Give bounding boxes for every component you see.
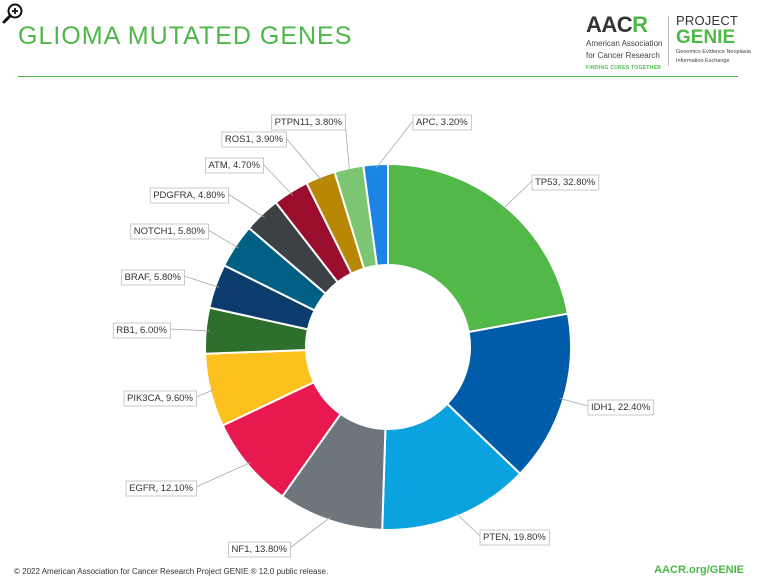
- slice-label-pik3ca: PIK3CA, 9.60%: [127, 393, 194, 404]
- donut-chart: TP53, 32.80% IDH1, 22.40% PTEN, 19.80% NF1,…: [112, 114, 655, 558]
- slice-label-notch1: NOTCH1, 5.80%: [134, 226, 206, 237]
- slice-label-box-nf1: [228, 541, 291, 558]
- slice-label-apc: APC, 3.20%: [416, 117, 468, 128]
- leader-line-ros1: [285, 137, 323, 181]
- leader-line-pik3ca: [195, 389, 215, 398]
- slice-label-box-rb1: [112, 322, 171, 339]
- slice-apc: [362, 162, 389, 267]
- logo-divider: [668, 16, 669, 66]
- page-title: GLIOMA MUTATED GENES: [18, 22, 353, 50]
- slice-label-box-egfr: [125, 480, 197, 497]
- slice-label-pten: PTEN, 19.80%: [483, 532, 546, 543]
- slice-label-box-apc: [412, 114, 472, 131]
- leader-line-tp53: [502, 180, 533, 210]
- slice-tp53: [387, 162, 570, 334]
- slice-label-ptpn11: PTPN11, 3.80%: [275, 117, 343, 128]
- copyright-text: © 2022 American Association for Cancer R…: [14, 567, 329, 576]
- slice-idh1: [445, 312, 572, 476]
- genie-logo: PROJECT GENIE Genomics Evidence Neoplasi…: [676, 13, 751, 65]
- leader-line-atm: [262, 163, 294, 196]
- slice-label-box-ros1: [221, 131, 287, 148]
- slice-label-box-atm: [205, 157, 264, 174]
- slice-label-box-pdgfra: [149, 187, 229, 204]
- aacr-line2: for Cancer Research: [586, 51, 660, 60]
- aacr-tagline: FINDING CURES TOGETHER: [586, 65, 662, 71]
- slice-label-atm: ATM, 4.70%: [208, 160, 260, 171]
- slice-label-box-pik3ca: [123, 390, 197, 407]
- leader-line-apc: [375, 120, 414, 169]
- leader-line-notch1: [207, 229, 239, 249]
- aacr-line1: American Association: [586, 39, 663, 48]
- slice-label-box-ptpn11: [271, 114, 346, 131]
- slice-label-pdgfra: PDGFRA, 4.80%: [153, 190, 225, 201]
- leader-line-braf: [183, 275, 220, 288]
- leader-line-pten: [455, 512, 481, 537]
- zoom-in-icon[interactable]: [2, 2, 24, 24]
- leader-line-nf1: [289, 516, 332, 549]
- leader-line-rb1: [169, 328, 210, 332]
- slice-label-box-pten: [479, 529, 550, 546]
- slice-label-box-braf: [121, 269, 185, 286]
- title-divider: [18, 76, 738, 77]
- slice-label-box-idh1: [587, 399, 655, 416]
- slice-label-braf: BRAF, 5.80%: [125, 272, 182, 283]
- slice-label-egfr: EGFR, 12.10%: [129, 483, 193, 494]
- leader-line-idh1: [559, 397, 589, 407]
- slice-label-box-tp53: [531, 174, 600, 191]
- slice-label-rb1: RB1, 6.00%: [116, 325, 167, 336]
- slice-label-ros1: ROS1, 3.90%: [225, 134, 284, 145]
- slice-label-idh1: IDH1, 22.40%: [591, 402, 651, 413]
- leader-line-pdgfra: [227, 193, 265, 218]
- aacr-logo: AACR American Association for Cancer Res…: [586, 14, 666, 72]
- slice-label-nf1: NF1, 13.80%: [232, 544, 288, 555]
- slice-label-box-notch1: [130, 223, 209, 240]
- genie-link[interactable]: AACR.org/GENIE: [654, 564, 744, 576]
- slice-label-tp53: TP53, 32.80%: [535, 177, 596, 188]
- leader-line-egfr: [195, 461, 252, 488]
